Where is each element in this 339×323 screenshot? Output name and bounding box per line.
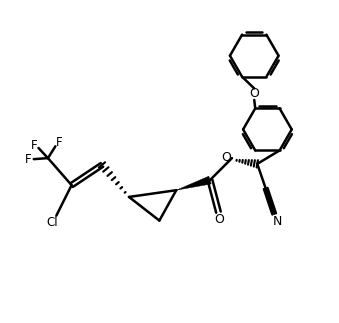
Text: F: F — [31, 139, 37, 152]
Text: F: F — [25, 153, 32, 166]
Text: Cl: Cl — [46, 216, 58, 229]
Text: O: O — [221, 151, 231, 164]
Polygon shape — [176, 176, 211, 190]
Text: N: N — [273, 215, 282, 228]
Text: F: F — [56, 136, 62, 150]
Text: O: O — [214, 213, 224, 226]
Text: O: O — [249, 87, 259, 100]
